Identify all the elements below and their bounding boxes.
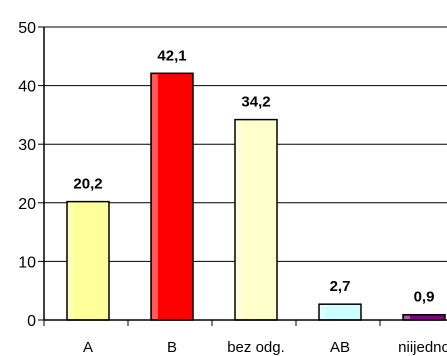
x-tick-label: A [83, 339, 93, 356]
x-tick-label: bez odg. [227, 339, 285, 356]
y-tick-label: 10 [18, 254, 36, 271]
y-tick-label: 50 [18, 20, 36, 37]
y-tick-label: 20 [18, 196, 36, 213]
data-label: 34,2 [241, 94, 270, 111]
data-label: 20,2 [73, 176, 102, 193]
data-label: 42,1 [157, 47, 186, 64]
bar-highlight [68, 202, 74, 319]
x-tick-label: B [167, 339, 177, 356]
bar-highlight [404, 315, 410, 319]
bar-highlight [320, 305, 326, 319]
bar-highlight [236, 120, 242, 319]
data-label: 2,7 [330, 278, 351, 295]
x-tick-label: AB [330, 339, 350, 356]
axes [38, 26, 447, 326]
x-tick-label: niijedno [398, 339, 447, 356]
data-label: 0,9 [414, 289, 435, 306]
bar-highlight [152, 74, 158, 319]
y-tick-label: 0 [27, 313, 36, 330]
y-tick-label: 30 [18, 137, 36, 154]
bar [234, 118, 278, 321]
y-tick-label: 40 [18, 79, 36, 96]
bar [66, 200, 110, 321]
labels: 0 10 20 30 40 50 20,2 A 42,1 B 34,2 bez odg. 2,7 AB 0,… [18, 20, 447, 356]
